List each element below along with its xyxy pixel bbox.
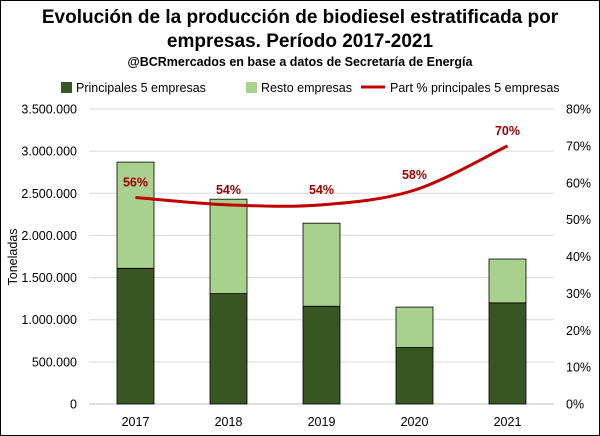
- chart-title-line-2: empresas. Período 2017-2021: [166, 31, 434, 52]
- y-axis-title: Toneladas: [6, 229, 20, 286]
- line-data-label: 54%: [309, 183, 334, 197]
- bar-principales: [395, 347, 434, 405]
- legend-label-principales: Principales 5 empresas: [76, 81, 206, 95]
- bars: [116, 161, 527, 405]
- y-tick-label: 1.000.000: [21, 313, 77, 327]
- line-data-label: 58%: [402, 168, 427, 182]
- line-data-label: 56%: [123, 176, 148, 190]
- y-tick-label: 500.000: [32, 355, 77, 369]
- legend-swatch-principales: [61, 82, 72, 93]
- line-data-label: 54%: [216, 183, 241, 197]
- y-axis-ticks: 0 500.000 1.000.000 1.500.000 2.000.000 2.500…: [21, 103, 77, 412]
- y-tick-label: 2.500.000: [21, 187, 77, 201]
- line-data-label: 70%: [495, 124, 520, 138]
- x-tick-label: 2018: [215, 415, 243, 429]
- y-tick-label: 0: [70, 398, 77, 412]
- y2-tick-label: 70%: [566, 139, 591, 153]
- bar-principales: [488, 302, 527, 405]
- y-tick-label: 2.000.000: [21, 229, 77, 243]
- y-tick-label: 1.500.000: [21, 271, 77, 285]
- y2-tick-label: 10%: [566, 361, 591, 375]
- y2-tick-label: 40%: [566, 250, 591, 264]
- x-tick-label: 2019: [308, 415, 336, 429]
- y2-tick-label: 30%: [566, 287, 591, 301]
- bar-principales: [209, 293, 248, 405]
- legend-label-part: Part % principales 5 empresas: [390, 81, 560, 95]
- bar-resto: [209, 198, 248, 294]
- chart-subtitle: @BCRmercados en base a datos de Secretar…: [127, 55, 473, 69]
- series-line-part: [135, 144, 509, 208]
- legend-label-resto: Resto empresas: [261, 81, 352, 95]
- bar-principales: [116, 267, 155, 405]
- y2-tick-label: 80%: [566, 103, 591, 117]
- line-data-labels: 56% 54% 54% 58% 70%: [123, 124, 520, 197]
- y2-tick-label: 0%: [566, 398, 584, 412]
- y-tick-label: 3.500.000: [21, 103, 77, 117]
- x-tick-label: 2017: [122, 415, 150, 429]
- bar-resto: [488, 258, 527, 304]
- bar-principales: [302, 305, 341, 405]
- bar-resto: [302, 222, 341, 307]
- legend-swatch-resto: [246, 82, 257, 93]
- y2-tick-label: 60%: [566, 176, 591, 190]
- x-tick-label: 2020: [401, 415, 429, 429]
- bar-resto: [395, 306, 434, 348]
- y2-axis-ticks: 0% 10% 20% 30% 40% 50% 60% 70% 80%: [566, 103, 591, 412]
- x-axis-ticks: 2017 2018 2019 2020 2021: [122, 415, 522, 429]
- x-tick-label: 2021: [494, 415, 522, 429]
- legend: Principales 5 empresas Resto empresas Pa…: [61, 81, 560, 95]
- chart-title-line-1: Evolución de la producción de biodiesel …: [41, 7, 559, 28]
- y2-tick-label: 50%: [566, 213, 591, 227]
- bar-resto: [116, 161, 155, 269]
- y2-tick-label: 20%: [566, 324, 591, 338]
- y-tick-label: 3.000.000: [21, 145, 77, 159]
